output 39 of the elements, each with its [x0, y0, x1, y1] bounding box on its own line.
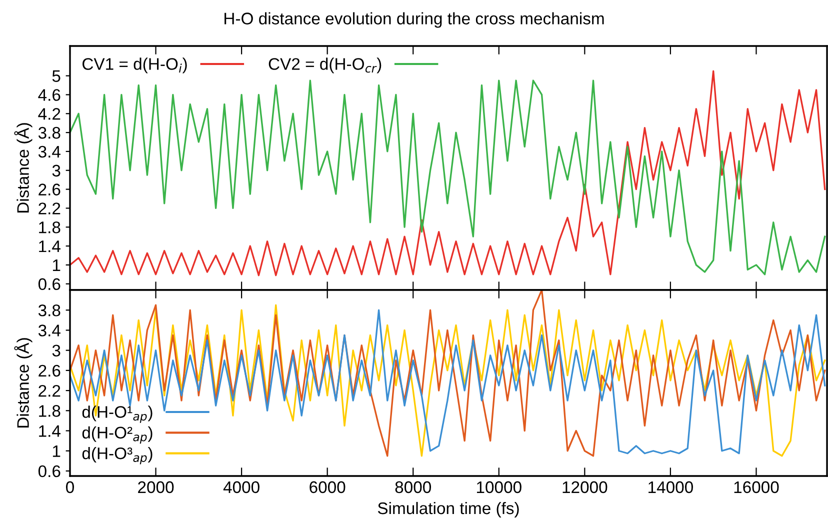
y-tick-label: 2.6	[38, 184, 60, 196]
y-tick-label: 5	[52, 70, 60, 82]
x-tick-label: 0	[66, 481, 74, 494]
y-tick-label: 1.8	[39, 222, 60, 234]
y-tick-label: 1	[52, 445, 60, 457]
y-tick-label: 3.8	[38, 304, 60, 316]
x-tick-label: 6000	[310, 481, 346, 494]
y-tick-label: 1.4	[39, 425, 60, 437]
y-axis-title: Distance (Å)	[14, 123, 32, 212]
y-tick-label: 3.4	[38, 324, 60, 336]
y-tick-label: 3.4	[38, 146, 60, 158]
y-tick-label: 2.2	[38, 384, 60, 397]
y-tick-label: 4.2	[38, 108, 60, 120]
x-tick-label: 10000	[476, 481, 522, 494]
x-tick-label: 8000	[395, 481, 432, 494]
chart-title: H-O distance evolution during the cross mechanism	[224, 12, 604, 28]
x-tick-label: 4000	[223, 481, 260, 494]
legend-label: CV2 = d(H-O$_{cr}$)	[268, 58, 382, 74]
y-tick-label: 1.4	[39, 240, 60, 252]
x-tick-label: 2000	[138, 481, 174, 494]
y-tick-label: 1.8	[39, 405, 60, 417]
x-tick-label: 14000	[648, 481, 693, 494]
y-tick-label: 0.6	[38, 465, 60, 478]
y-tick-label: 4.6	[38, 89, 60, 101]
legend-label: CV1 = d(H-O$_{i}$)	[82, 58, 187, 74]
y-axis-title: Distance (Å)	[14, 338, 32, 428]
y-tick-label: 1	[52, 260, 60, 271]
legend-label: d(H-O³$_{ap}$)	[82, 447, 152, 464]
y-tick-label: 3	[52, 344, 60, 357]
x-tick-label: 12000	[562, 481, 608, 494]
legend-label: d(H-O²$_{ap}$)	[82, 426, 152, 444]
y-tick-label: 3.8	[38, 126, 60, 139]
legend-label: d(H-O¹$_{ap}$)	[82, 406, 152, 423]
x-tick-label: 16000	[734, 481, 779, 494]
y-tick-label: 2.2	[38, 202, 60, 214]
y-tick-label: 3	[52, 164, 60, 177]
x-axis-title: Simulation time (fs)	[378, 502, 519, 518]
y-tick-label: 0.6	[38, 278, 60, 290]
y-tick-label: 2.6	[38, 364, 60, 377]
